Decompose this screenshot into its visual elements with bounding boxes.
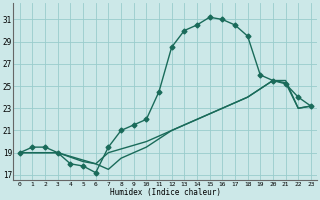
X-axis label: Humidex (Indice chaleur): Humidex (Indice chaleur)	[110, 188, 221, 197]
